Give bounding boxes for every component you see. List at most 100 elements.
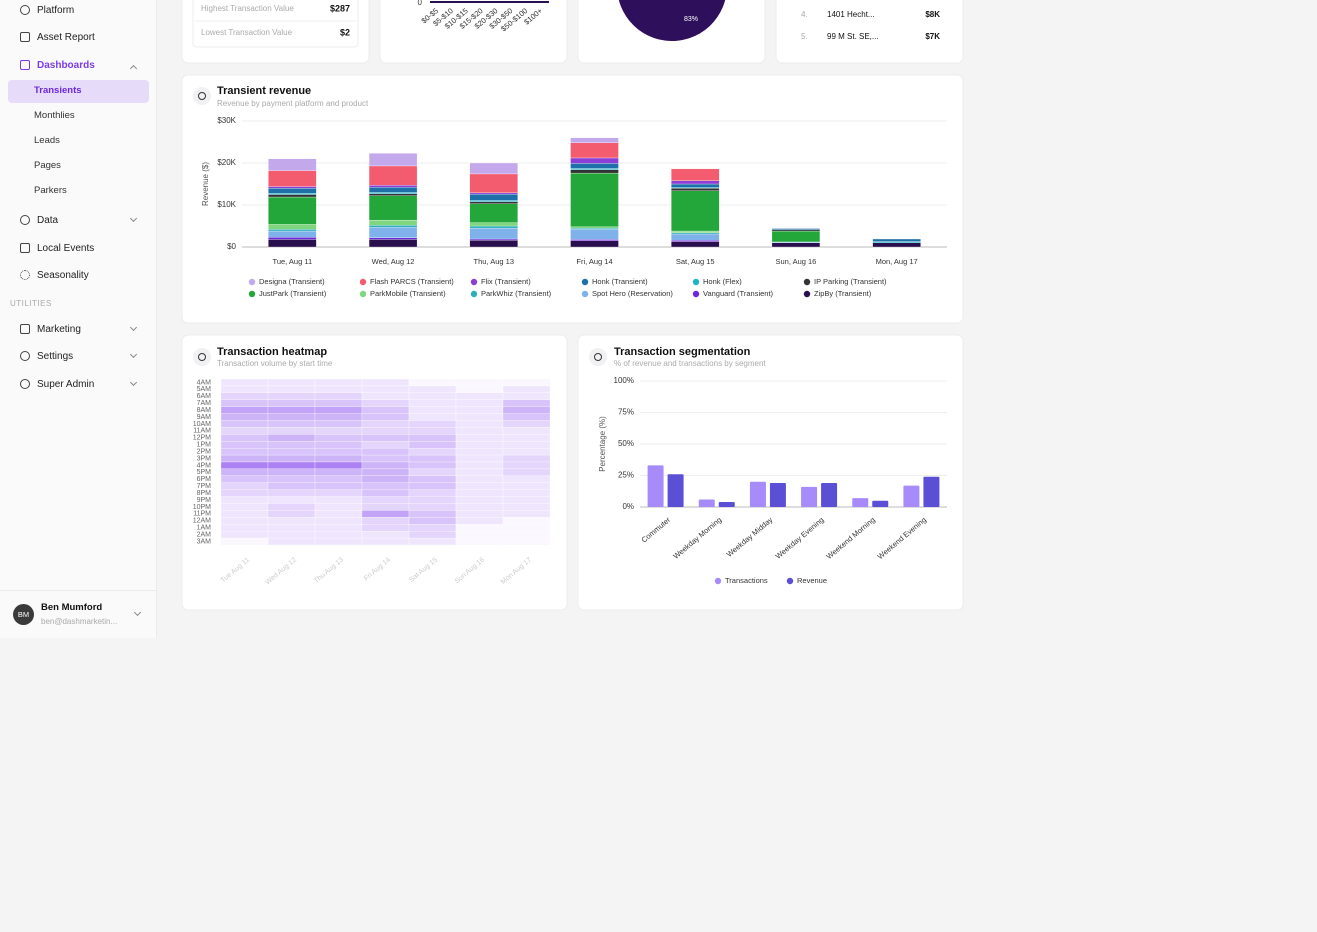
nav-item[interactable]: Super Admin	[20, 376, 94, 392]
bar-segment	[771, 229, 821, 232]
heat-cell	[314, 378, 363, 387]
bar-segment	[570, 157, 619, 164]
heat-cell	[314, 420, 363, 428]
nav-item[interactable]: Settings	[20, 348, 73, 364]
card	[577, 334, 964, 611]
heat-cell	[408, 406, 457, 414]
heat-cell	[502, 524, 551, 532]
nav-item[interactable]: Local Events	[20, 240, 94, 256]
nav-label: Dashboards	[37, 59, 95, 71]
bar-segment	[469, 240, 518, 248]
heat-cell	[361, 454, 410, 463]
nav-item[interactable]: Marketing	[20, 321, 81, 337]
heat-cell	[267, 378, 316, 387]
bar-segment	[368, 227, 418, 238]
heat-cell	[502, 461, 551, 470]
heat-cell	[267, 420, 316, 428]
avatar: BM	[13, 604, 34, 625]
bar-segment	[671, 230, 720, 233]
heat-cell	[502, 448, 551, 456]
y-tick-label: 9PM	[197, 497, 212, 504]
heat-cell	[408, 385, 457, 393]
bar	[718, 501, 735, 507]
heat-cell	[220, 537, 269, 546]
y-tick-label: 2AM	[197, 531, 212, 538]
heat-cell	[408, 413, 457, 421]
legend-label: ParkMobile (Transient)	[370, 289, 446, 298]
y-tick-label: 50%	[618, 439, 634, 448]
bar	[769, 483, 786, 507]
nav-sub-item[interactable]: Pages	[34, 160, 61, 171]
bar-segment	[268, 230, 317, 238]
heat-cell	[361, 420, 410, 428]
heat-cell	[267, 413, 316, 421]
y-tick-label: 0%	[622, 502, 634, 511]
heat-cell	[361, 537, 410, 546]
nav-item[interactable]: Dashboards	[20, 57, 95, 73]
bar-segment	[469, 238, 518, 241]
bar-segment	[268, 224, 317, 230]
location-value: $7K	[925, 32, 940, 41]
legend-swatch	[470, 290, 478, 298]
heat-cell	[220, 434, 269, 442]
rank: 4.	[801, 10, 808, 19]
bar-segment	[368, 239, 418, 248]
y-tick-label: $20K	[217, 158, 236, 167]
legend-label: ParkWhiz (Transient)	[481, 289, 552, 298]
heat-cell	[502, 468, 551, 476]
bar	[923, 476, 940, 507]
y-tick-label: 3AM	[197, 538, 212, 545]
heat-cell	[455, 413, 504, 421]
heat-cell	[455, 468, 504, 476]
bar-segment	[570, 172, 619, 227]
heat-cell	[455, 475, 504, 483]
heat-cell	[220, 441, 269, 449]
nav-sub-item[interactable]: Transients	[34, 85, 82, 96]
heat-cell	[267, 427, 316, 435]
heat-cell	[314, 537, 363, 546]
heat-cell	[314, 468, 363, 476]
pie-slice	[618, 0, 726, 41]
bar-segment	[268, 239, 317, 248]
bar-segment	[771, 242, 821, 248]
nav-sub-item[interactable]: Monthlies	[34, 110, 75, 121]
heat-cell	[502, 385, 551, 393]
x-tick-label: Thu, Aug 13	[474, 257, 514, 266]
bar-segment	[570, 163, 619, 169]
legend-swatch	[803, 290, 811, 298]
y-tick-label: 1AM	[197, 525, 212, 532]
bar-segment	[368, 187, 418, 193]
nav-sub-item[interactable]: Leads	[34, 135, 60, 146]
user-name: Ben Mumford	[41, 602, 103, 613]
heat-cell	[220, 489, 269, 497]
heat-cell	[502, 427, 551, 435]
heat-cell	[455, 427, 504, 435]
heat-cell	[267, 441, 316, 449]
nav-item[interactable]: Seasonality	[20, 267, 89, 283]
user-email: ben@dashmarketin...	[41, 617, 118, 626]
heat-cell	[267, 524, 316, 532]
heat-cell	[314, 406, 363, 414]
nav-item[interactable]: Platform	[20, 2, 74, 18]
card-icon	[193, 348, 211, 366]
nav-item[interactable]: Asset Report	[20, 29, 95, 45]
card-icon	[589, 348, 607, 366]
card-title: Transient revenue	[217, 85, 311, 97]
y-tick-label: $10K	[217, 200, 236, 209]
nav-sub-item[interactable]: Parkers	[34, 185, 67, 196]
y-tick-label: 3PM	[197, 455, 212, 462]
heat-cell	[408, 461, 457, 470]
heat-cell	[455, 489, 504, 497]
heat-cell	[267, 496, 316, 504]
bar-segment	[268, 196, 317, 225]
x-tick-label: Fri, Aug 14	[576, 257, 612, 266]
y-tick-label: 11AM	[193, 428, 211, 435]
nav-item[interactable]: Data	[20, 212, 58, 228]
heat-cell	[314, 475, 363, 483]
heat-cell	[220, 413, 269, 421]
heat-cell	[361, 531, 410, 539]
legend-label: JustPark (Transient)	[259, 289, 327, 298]
x-tick-label: Wed, Aug 12	[372, 257, 415, 266]
bar-segment	[469, 225, 518, 229]
card-icon-glyph	[594, 353, 602, 361]
